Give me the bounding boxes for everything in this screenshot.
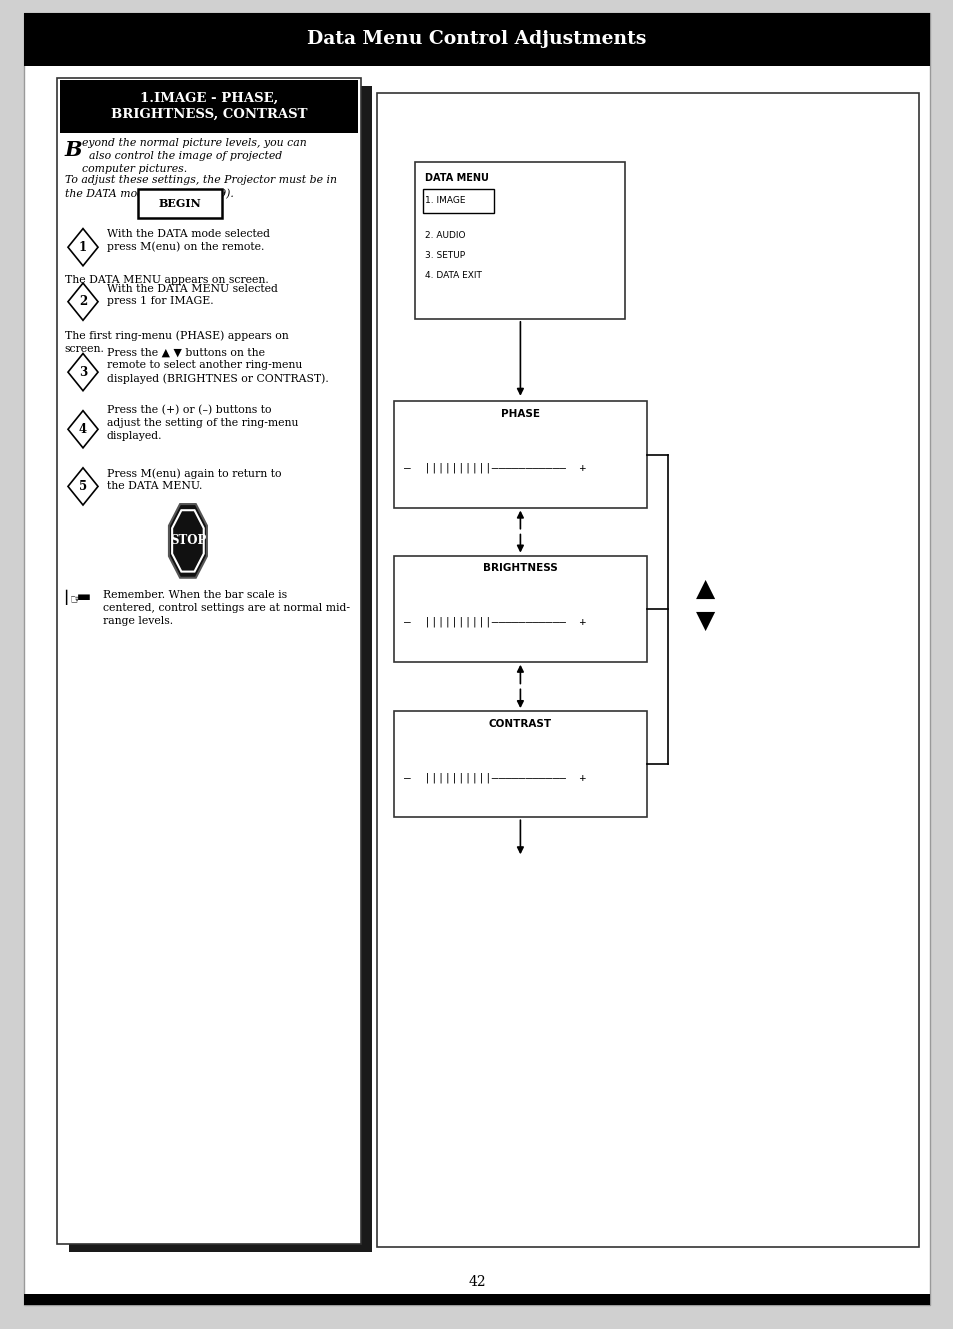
FancyBboxPatch shape <box>69 86 372 1252</box>
Text: To adjust these settings, the Projector must be in
the DATA mode (See page 29).: To adjust these settings, the Projector … <box>65 175 336 199</box>
Text: ▲: ▲ <box>696 577 715 601</box>
FancyBboxPatch shape <box>394 401 646 508</box>
Text: 2: 2 <box>79 295 87 308</box>
Polygon shape <box>68 354 98 391</box>
Text: 1. IMAGE: 1. IMAGE <box>424 197 464 205</box>
Text: 4. DATA EXIT: 4. DATA EXIT <box>424 271 481 280</box>
Text: BEGIN: BEGIN <box>159 198 201 209</box>
FancyBboxPatch shape <box>138 189 222 218</box>
Text: ▏▬: ▏▬ <box>65 590 91 606</box>
Text: Press the ▲ ▼ buttons on the
remote to select another ring-menu
displayed (BRIGH: Press the ▲ ▼ buttons on the remote to s… <box>107 347 328 384</box>
Text: 3. SETUP: 3. SETUP <box>424 251 464 260</box>
FancyBboxPatch shape <box>60 80 357 133</box>
Text: –  ||||||||||–––––––––––  +: – ||||||||||––––––––––– + <box>403 462 585 473</box>
Text: ▼: ▼ <box>696 609 715 633</box>
Text: Remember. When the bar scale is
centered, control settings are at normal mid-
ra: Remember. When the bar scale is centered… <box>103 590 350 626</box>
Text: B: B <box>65 140 82 159</box>
Text: STOP: STOP <box>170 534 206 548</box>
Text: ☞: ☞ <box>70 593 82 607</box>
Text: The DATA MENU appears on screen.: The DATA MENU appears on screen. <box>65 275 269 286</box>
FancyBboxPatch shape <box>394 711 646 817</box>
Text: The first ring-menu (PHASE) appears on
screen.: The first ring-menu (PHASE) appears on s… <box>65 331 289 355</box>
Text: Data Menu Control Adjustments: Data Menu Control Adjustments <box>307 29 646 48</box>
Polygon shape <box>68 229 98 266</box>
Polygon shape <box>68 411 98 448</box>
Text: Press the (+) or (–) buttons to
adjust the setting of the ring-menu
displayed.: Press the (+) or (–) buttons to adjust t… <box>107 404 298 441</box>
Polygon shape <box>68 283 98 320</box>
Text: 3: 3 <box>79 365 87 379</box>
Text: 5: 5 <box>79 480 87 493</box>
Text: –  ||||||||||–––––––––––  +: – ||||||||||––––––––––– + <box>403 772 585 783</box>
FancyBboxPatch shape <box>415 162 624 319</box>
Text: 1.IMAGE - PHASE,
BRIGHTNESS, CONTRAST: 1.IMAGE - PHASE, BRIGHTNESS, CONTRAST <box>111 92 307 121</box>
FancyBboxPatch shape <box>376 93 918 1247</box>
FancyBboxPatch shape <box>422 189 494 213</box>
Polygon shape <box>172 510 204 571</box>
Text: With the DATA MENU selected
press 1 for IMAGE.: With the DATA MENU selected press 1 for … <box>107 283 277 307</box>
FancyBboxPatch shape <box>24 13 929 1305</box>
Text: PHASE: PHASE <box>500 409 539 420</box>
Text: 1: 1 <box>79 241 87 254</box>
Text: 2. AUDIO: 2. AUDIO <box>424 231 464 241</box>
Text: DATA MENU: DATA MENU <box>424 173 488 183</box>
FancyBboxPatch shape <box>24 1294 929 1305</box>
Text: 4: 4 <box>79 423 87 436</box>
Text: BRIGHTNESS: BRIGHTNESS <box>482 563 558 574</box>
Text: 42: 42 <box>468 1276 485 1289</box>
Polygon shape <box>68 468 98 505</box>
Text: CONTRAST: CONTRAST <box>488 719 552 730</box>
Polygon shape <box>169 504 207 578</box>
FancyBboxPatch shape <box>24 13 929 66</box>
Text: –  ||||||||||–––––––––––  +: – ||||||||||––––––––––– + <box>403 617 585 627</box>
FancyBboxPatch shape <box>394 556 646 662</box>
Text: eyond the normal picture levels, you can
  also control the image of projected
c: eyond the normal picture levels, you can… <box>82 138 307 174</box>
FancyBboxPatch shape <box>57 78 360 1244</box>
Text: With the DATA mode selected
press M(enu) on the remote.: With the DATA mode selected press M(enu)… <box>107 229 270 253</box>
Text: Press M(enu) again to return to
the DATA MENU.: Press M(enu) again to return to the DATA… <box>107 468 281 492</box>
